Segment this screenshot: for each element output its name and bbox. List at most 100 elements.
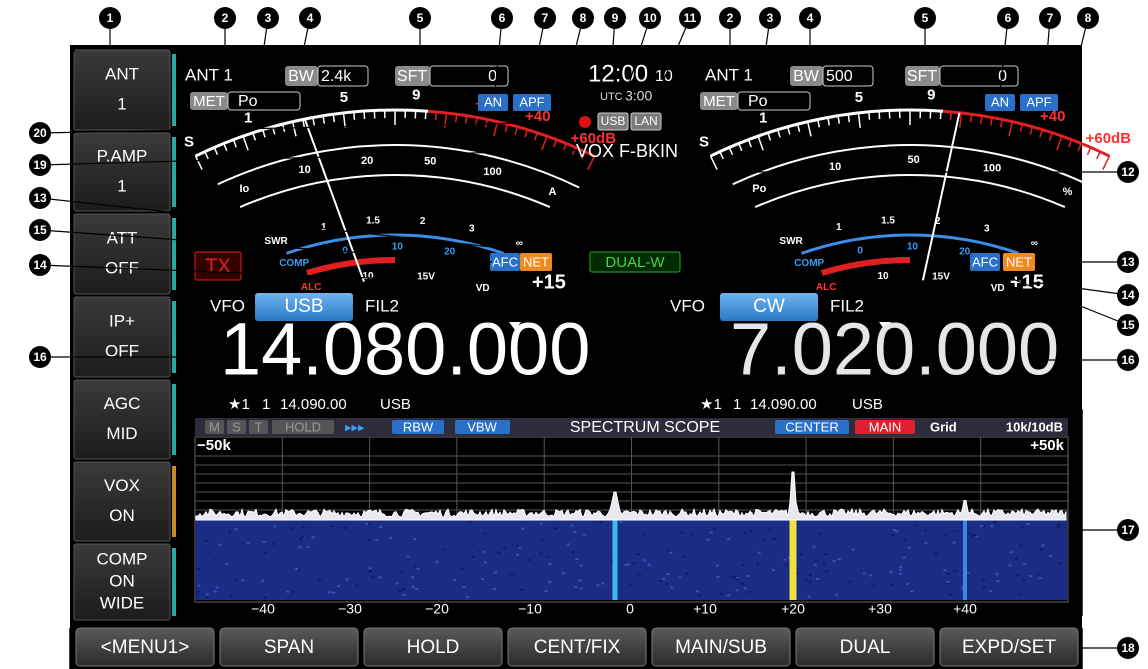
meter-label: 3 [984,223,990,234]
meter-tick [767,132,772,141]
waterfall-speck [299,537,303,540]
rit-offset: +15 [532,271,566,293]
waterfall-speck [970,534,974,537]
waterfall-speck [540,522,544,525]
waterfall-speck [805,579,809,582]
waterfall-speck [899,572,903,575]
waterfall-speck [1017,593,1021,596]
waterfall-speck [540,538,544,541]
bottom-button[interactable] [219,627,359,667]
side-button[interactable] [73,543,171,621]
an-label: AN [484,94,502,109]
waterfall-speck [727,594,731,597]
waterfall-speck [484,561,488,564]
meter-tick [878,111,881,120]
meter-arc [194,108,429,158]
bottom-button[interactable] [75,627,215,667]
waterfall-speck [905,582,909,585]
waterfall-speck [1021,526,1025,529]
waterfall-speck [345,578,349,581]
meter-arc [217,144,580,189]
meter-tick [757,135,764,151]
waterfall-speck [579,564,583,567]
meter-tick [786,126,791,135]
waterfall-speck [973,534,977,537]
waterfall-speck [736,576,740,579]
side-button[interactable] [73,379,171,460]
meter-label: ALC [301,282,322,293]
waterfall-speck [670,586,674,589]
waterfall-speck [415,587,419,590]
side-button-label: OFF [105,341,139,360]
mode-label: USB [284,296,323,317]
bottom-button[interactable] [651,627,791,667]
meter-arc [754,173,1066,208]
level-bar [172,54,176,126]
waterfall-speck [807,595,811,598]
meter-tick [1008,121,1014,137]
memo-channel: 1 [733,396,741,413]
callout-bracket [73,46,181,52]
rbw-label: RBW [403,419,434,434]
callout-badge [639,7,661,29]
callout-badge [1117,349,1139,371]
meter-label: ∞ [1031,238,1038,249]
waterfall-speck [757,551,761,554]
bottom-button[interactable] [363,627,503,667]
waterfall-speck [246,541,250,544]
waterfall-speck [548,581,552,584]
side-button-label: VOX [104,476,140,495]
waterfall-speck [736,578,740,581]
waterfall-speck [1036,573,1040,576]
mode-button[interactable] [720,293,818,321]
met-tag-label: MET [703,93,735,110]
bottom-button[interactable] [939,627,1079,667]
waterfall-speck [205,593,209,596]
meter-tick [989,117,993,126]
side-button[interactable] [73,461,171,542]
meter-label: 50 [908,154,920,166]
waterfall-speck [966,533,970,536]
callout-number: 15 [1121,318,1135,332]
antenna: ANT 1 [185,65,233,84]
waterfall-speck [667,550,671,553]
meter-tick [204,151,209,160]
bottom-button[interactable] [795,627,935,667]
waterfall-speck [752,553,756,556]
meter-label: 15V [932,271,950,282]
meter-label: A [548,186,556,198]
sft-value: 0 [998,68,1007,85]
meter-arc [239,174,551,208]
meter-tick [827,117,831,126]
waterfall-speck [727,538,731,541]
waterfall-speck [496,551,500,554]
mode-button[interactable] [255,293,353,321]
waterfall-speck [561,572,565,575]
side-button[interactable] [73,49,171,131]
waterfall-speck [706,538,710,541]
waterfall-speck [768,528,772,531]
side-button[interactable] [73,296,171,378]
waterfall-speck [982,586,986,589]
waterfall-speck [263,596,267,599]
waterfall-speck [872,584,876,587]
callout-number: 8 [1085,11,1092,25]
meter-label: +60dB [571,130,617,147]
meter-label: 20 [959,246,971,257]
waterfall-speck [311,536,315,539]
side-button[interactable] [73,213,171,295]
meter-label: COMP [794,258,824,269]
side-button[interactable] [73,132,171,212]
callout-leader [994,271,1129,326]
waterfall-speck [907,546,911,549]
apf-badge [1020,94,1058,111]
waterfall-speck [291,590,295,593]
callout-number: 2 [727,11,734,25]
meter-label: 10 [392,242,404,253]
bottom-button[interactable] [507,627,647,667]
meter-tick [806,121,812,137]
waterfall-speck [784,564,788,567]
scope-tag [227,420,246,434]
waterfall-speck [492,588,496,591]
